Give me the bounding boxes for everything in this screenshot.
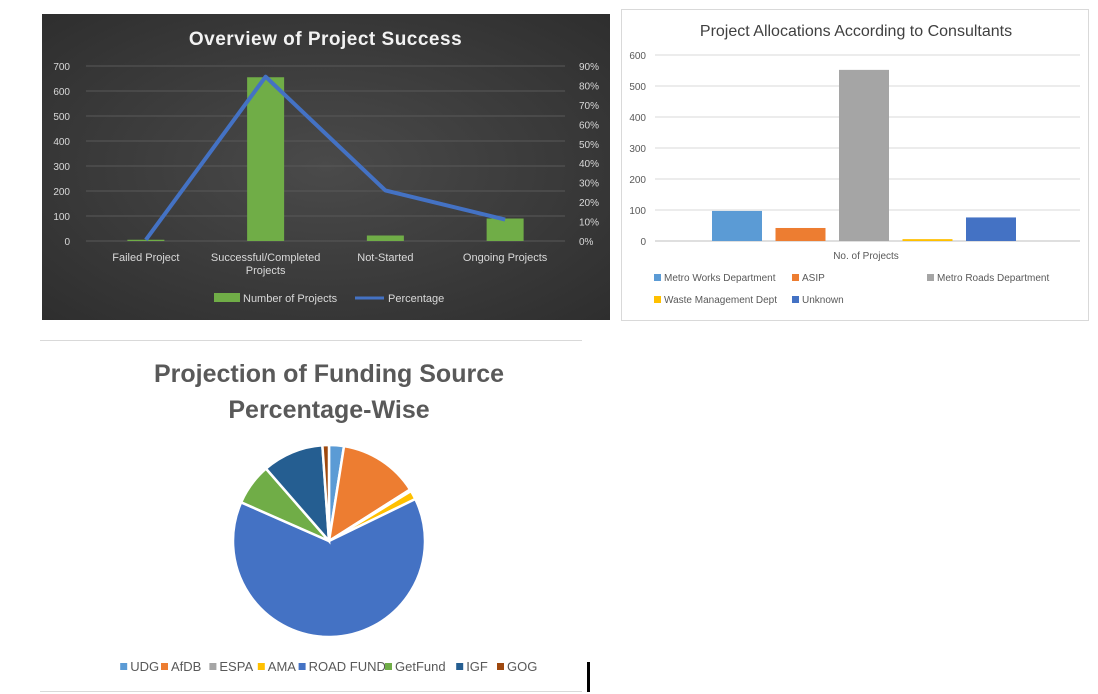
bar-4 [486,218,524,241]
y2-tick-label: 50% [579,140,599,151]
y2-tick-label: 20% [579,198,599,209]
window-edge [587,662,590,692]
legend-label: ESPA [219,659,253,674]
legend-label: Metro Roads Department [937,273,1049,284]
legend-swatch [456,663,464,670]
legend-swatch [209,663,217,670]
y2-tick-label: 30% [579,179,599,190]
chart-title: Overview of Project Success [189,29,462,50]
y-tick-label: 500 [53,112,70,123]
y2-tick-label: 10% [579,218,599,229]
y-tick-label: 500 [629,82,646,93]
chart-title: Project Allocations According to Consult… [700,23,1012,40]
consultant-allocation-svg: Project Allocations According to Consult… [629,23,1080,306]
legend-swatch [654,296,661,303]
x-tick-label: Failed Project [112,252,179,264]
legend-swatch [792,296,799,303]
chart-title: Projection of Funding Source [154,360,504,388]
legend-swatch [654,274,661,281]
y2-tick-label: 80% [579,81,599,92]
legend-label: ROAD FUND [309,659,386,674]
legend-label: IGF [466,659,488,674]
y-tick-label: 700 [53,62,70,73]
project-success-chart: Overview of Project Success 0 100 200 300 400… [42,14,610,320]
y2-tick-label: 40% [579,159,599,170]
bar-1 [127,239,165,241]
x-tick-label: Projects [246,265,286,277]
consultant-allocation-chart: Project Allocations According to Consult… [621,9,1089,321]
bar-3 [366,235,404,241]
y-tick-label: 400 [629,113,646,124]
bar-unknown [966,217,1016,241]
x-tick-label: Ongoing Projects [463,252,548,264]
legend-swatch [298,663,306,670]
funding-source-svg: Projection of Funding Source Percentage-W… [120,360,537,674]
project-success-svg: Overview of Project Success 0 100 200 300 400… [53,29,599,305]
x-tick-label: Successful/Completed [211,252,320,264]
legend-label-line: Percentage [388,293,444,305]
legend-swatch [792,274,799,281]
legend-label: ASIP [802,273,825,284]
legend-swatch [497,663,504,670]
legend-swatch [927,274,934,281]
y-tick-label: 0 [640,237,646,248]
legend-label-bars: Number of Projects [243,293,338,305]
legend-label: AMA [268,659,297,674]
legend-swatch-bars [214,293,240,302]
legend-swatch [385,663,392,670]
chart-title: Percentage-Wise [228,396,429,424]
y2-tick-label: 0% [579,237,594,248]
slice-afdb [327,444,412,544]
y-tick-label: 100 [53,212,70,223]
y-tick-label: 100 [629,206,646,217]
x-tick-label: Not-Started [357,252,413,264]
slice-gog [321,443,331,542]
y-tick-label: 600 [53,87,70,98]
y-tick-label: 400 [53,137,70,148]
legend-label: Metro Works Department [664,273,776,284]
y2-tick-label: 60% [579,120,599,131]
funding-source-chart: Projection of Funding Source Percentage-W… [40,340,582,692]
y-tick-label: 200 [629,175,646,186]
x-axis-label: No. of Projects [833,251,899,262]
legend-label: GOG [507,659,537,674]
bar-metro-works-department [712,210,762,241]
legend-swatch [257,663,265,670]
legend-label: UDG [130,659,159,674]
percentage-line [144,74,506,242]
legend-swatch [120,663,128,670]
legend-label: Unknown [802,295,844,306]
y-tick-label: 600 [629,51,646,62]
legend-label: AfDB [171,659,201,674]
slice-road-fund [231,497,427,639]
bar-2 [247,77,285,241]
y2-tick-label: 70% [579,101,599,112]
legend-label: GetFund [395,659,446,674]
bar-waste-management-dept [902,239,953,241]
y2-tick-label: 90% [579,62,599,73]
y-tick-label: 200 [53,187,70,198]
y-tick-label: 300 [629,144,646,155]
bar-metro-roads-department [839,69,889,241]
legend-label: Waste Management Dept [664,295,777,306]
bar-asip [775,227,826,241]
y-tick-label: 300 [53,162,70,173]
y-tick-label: 0 [64,237,70,248]
legend-swatch [161,663,168,670]
